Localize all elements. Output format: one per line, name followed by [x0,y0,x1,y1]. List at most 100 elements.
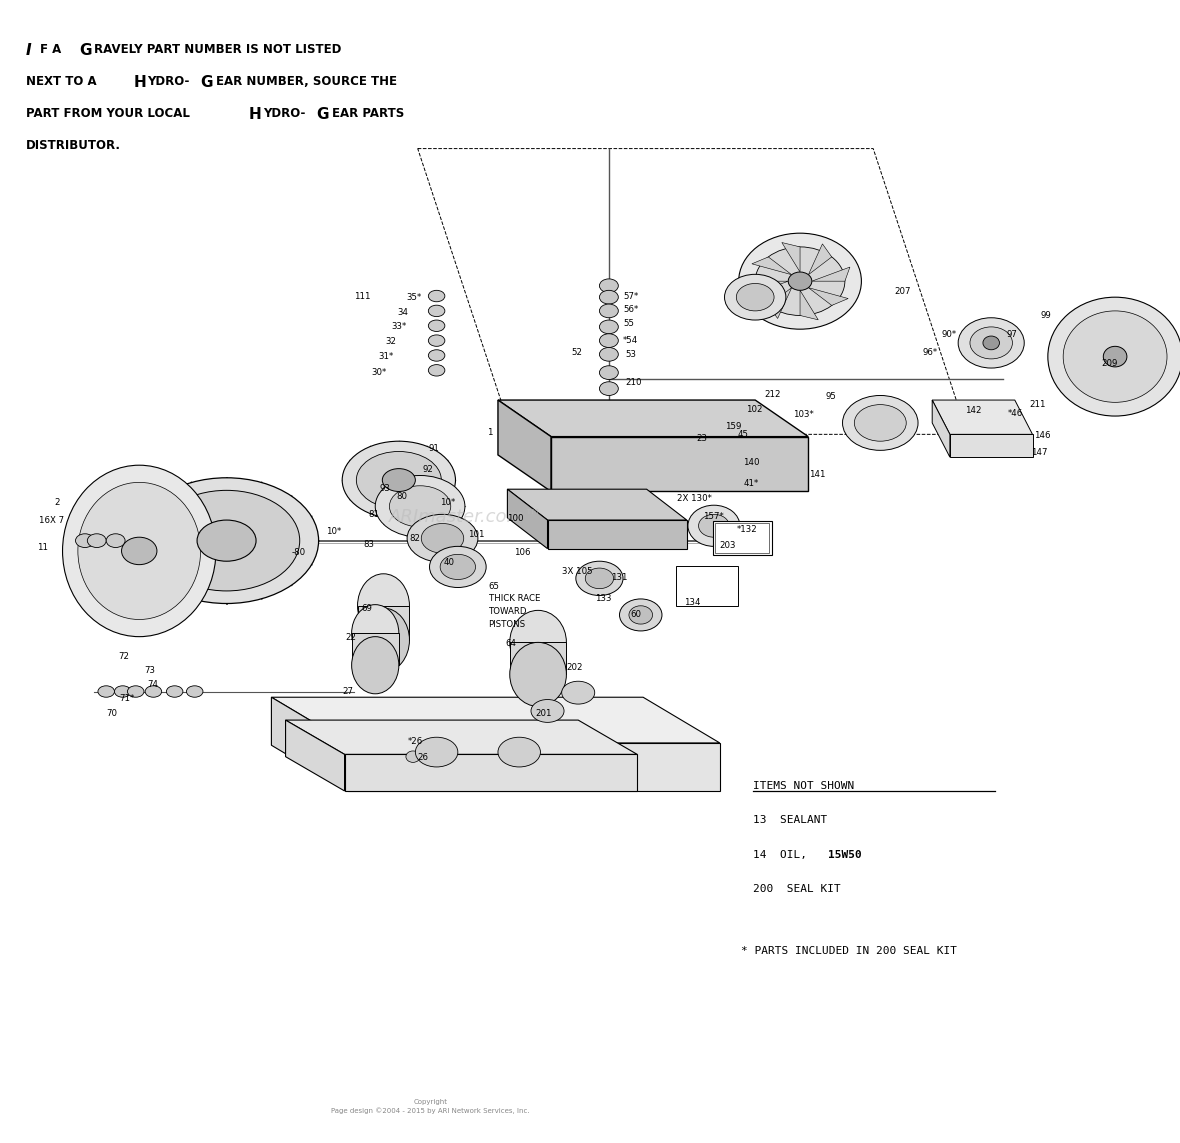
Text: 13  SEALANT: 13 SEALANT [753,815,827,825]
Text: ARImaster.com™: ARImaster.com™ [389,507,543,526]
Ellipse shape [599,279,618,293]
Text: *26: *26 [408,737,424,746]
Polygon shape [507,489,548,549]
Text: 83: 83 [363,539,374,549]
Text: Copyright
Page design ©2004 - 2015 by ARI Network Services, Inc.: Copyright Page design ©2004 - 2015 by AR… [332,1098,530,1114]
Text: 201: 201 [536,709,552,718]
Ellipse shape [166,686,183,697]
Polygon shape [345,754,637,791]
Bar [715,523,769,553]
Ellipse shape [428,320,445,331]
Text: 140: 140 [743,458,760,467]
Ellipse shape [420,751,434,762]
Text: 64: 64 [505,639,516,648]
Ellipse shape [576,561,623,596]
Text: PISTONS: PISTONS [489,620,525,629]
Text: 31*: 31* [379,352,394,361]
Polygon shape [498,400,808,437]
Text: 45: 45 [738,430,748,439]
Text: 131: 131 [611,573,628,582]
Text: 10*: 10* [440,498,455,507]
Text: 202: 202 [566,663,583,672]
Ellipse shape [389,486,451,527]
Text: 92: 92 [422,465,433,474]
Ellipse shape [983,336,999,350]
Text: 33*: 33* [392,322,407,331]
Polygon shape [498,400,551,491]
Ellipse shape [76,534,94,547]
Ellipse shape [843,395,918,450]
Polygon shape [510,642,566,674]
Text: 95: 95 [826,392,837,401]
Ellipse shape [358,574,409,638]
Ellipse shape [114,686,131,697]
Text: 23: 23 [696,434,707,443]
Ellipse shape [629,606,653,624]
Polygon shape [812,267,850,281]
Ellipse shape [428,290,445,302]
Polygon shape [808,243,832,274]
Ellipse shape [788,272,812,290]
Ellipse shape [406,751,420,762]
Ellipse shape [122,537,157,565]
Text: 101: 101 [468,530,485,539]
Polygon shape [352,633,399,665]
Polygon shape [768,288,792,319]
Text: 72: 72 [118,652,129,661]
Polygon shape [548,520,687,549]
Polygon shape [932,400,1032,434]
Ellipse shape [382,469,415,491]
Polygon shape [507,489,687,520]
Polygon shape [800,290,818,320]
Text: 27: 27 [342,687,353,696]
Ellipse shape [375,475,465,537]
Polygon shape [808,288,848,305]
Ellipse shape [135,478,319,604]
Text: I: I [26,43,32,58]
Ellipse shape [428,350,445,361]
Polygon shape [271,697,348,791]
Text: RAVELY PART NUMBER IS NOT LISTED: RAVELY PART NUMBER IS NOT LISTED [94,43,342,56]
Text: 53: 53 [625,350,636,359]
Text: 211: 211 [1029,400,1045,409]
Ellipse shape [531,700,564,722]
Text: 100: 100 [507,514,524,523]
Text: 133: 133 [595,594,611,604]
Text: 90*: 90* [942,330,957,339]
Text: 69: 69 [361,604,372,613]
Text: 34: 34 [398,307,408,317]
Text: G: G [316,107,329,122]
Text: 209: 209 [1101,359,1117,368]
Ellipse shape [498,737,540,767]
Text: *54: *54 [623,336,638,345]
Text: 81: 81 [368,510,379,519]
Text: 57*: 57* [623,291,638,301]
Ellipse shape [699,514,729,537]
Ellipse shape [725,274,786,320]
Text: YDRO-: YDRO- [148,75,190,88]
Polygon shape [358,606,409,640]
Polygon shape [752,257,792,274]
Text: 102: 102 [746,405,762,414]
Ellipse shape [153,490,300,591]
Ellipse shape [736,283,774,311]
Text: 55: 55 [623,319,634,328]
Ellipse shape [440,554,476,580]
Ellipse shape [739,233,861,329]
Polygon shape [271,697,720,743]
Ellipse shape [342,441,455,519]
Polygon shape [286,720,345,791]
Text: 71*: 71* [119,694,135,703]
Polygon shape [348,743,720,791]
Text: 80: 80 [396,491,407,501]
Text: 30*: 30* [372,368,387,377]
Text: EAR PARTS: EAR PARTS [332,107,404,120]
Text: 203: 203 [720,541,736,550]
Ellipse shape [352,605,399,662]
Ellipse shape [510,642,566,706]
Bar [676,566,738,606]
Text: 146: 146 [1034,431,1050,440]
Ellipse shape [78,482,201,620]
Ellipse shape [599,304,618,318]
Text: 10*: 10* [326,527,341,536]
